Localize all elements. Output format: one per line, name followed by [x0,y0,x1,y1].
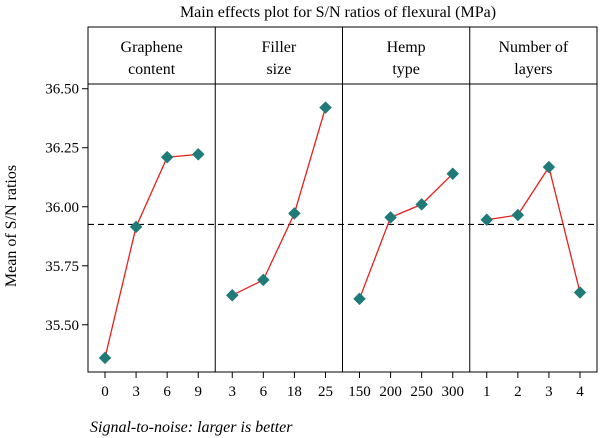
x-tick-label: 2 [514,384,522,400]
panel-header: Graphene [121,39,183,56]
data-point [319,101,332,114]
panel-header: Filler [262,39,297,56]
x-tick-label: 0 [101,384,109,400]
x-tick-label: 1 [483,384,491,400]
x-tick-label: 3 [229,384,237,400]
series-line [486,165,581,293]
x-tick-label: 200 [379,384,402,400]
chart-title: Main effects plot for S/N ratios of flex… [180,4,496,21]
data-point [160,150,174,164]
panel-header: layers [514,61,552,78]
y-tick-label: 35.75 [45,259,79,275]
data-point [415,198,429,211]
panel-header: Hemp [387,39,426,56]
data-point [511,208,525,222]
y-axis-label: Mean of S/N ratios [3,165,20,287]
y-tick-label: 36.25 [45,141,79,157]
data-point [225,288,239,302]
panel-header: content [128,61,176,78]
panel-header: size [266,61,291,78]
data-point [191,147,205,161]
data-point [288,207,301,220]
data-point [256,273,270,287]
x-tick-label: 150 [348,384,371,400]
data-point [480,213,494,227]
x-tick-label: 18 [287,384,302,400]
data-point [98,351,112,365]
data-point [573,286,587,299]
x-tick-label: 4 [576,384,584,400]
data-point [129,220,143,234]
y-tick-label: 36.00 [45,200,79,216]
data-point [353,292,366,306]
data-point [384,211,397,224]
y-tick-label: 35.50 [45,318,79,334]
x-tick-label: 25 [318,384,333,400]
x-tick-label: 9 [195,384,203,400]
x-tick-label: 3 [132,384,140,400]
data-point [446,167,460,181]
x-tick-label: 6 [260,384,268,400]
x-tick-label: 3 [545,384,553,400]
series-line [104,153,199,358]
x-tick-label: 6 [163,384,171,400]
data-point [542,160,556,174]
series-line [358,173,454,300]
panel-header: type [392,61,420,78]
series-line [231,107,327,296]
y-tick-label: 36.50 [45,82,79,98]
x-tick-label: 250 [410,384,433,400]
x-tick-label: 300 [442,384,465,400]
panel-header: Number of [498,39,568,56]
footnote: Signal-to-noise: larger is better [90,419,293,436]
